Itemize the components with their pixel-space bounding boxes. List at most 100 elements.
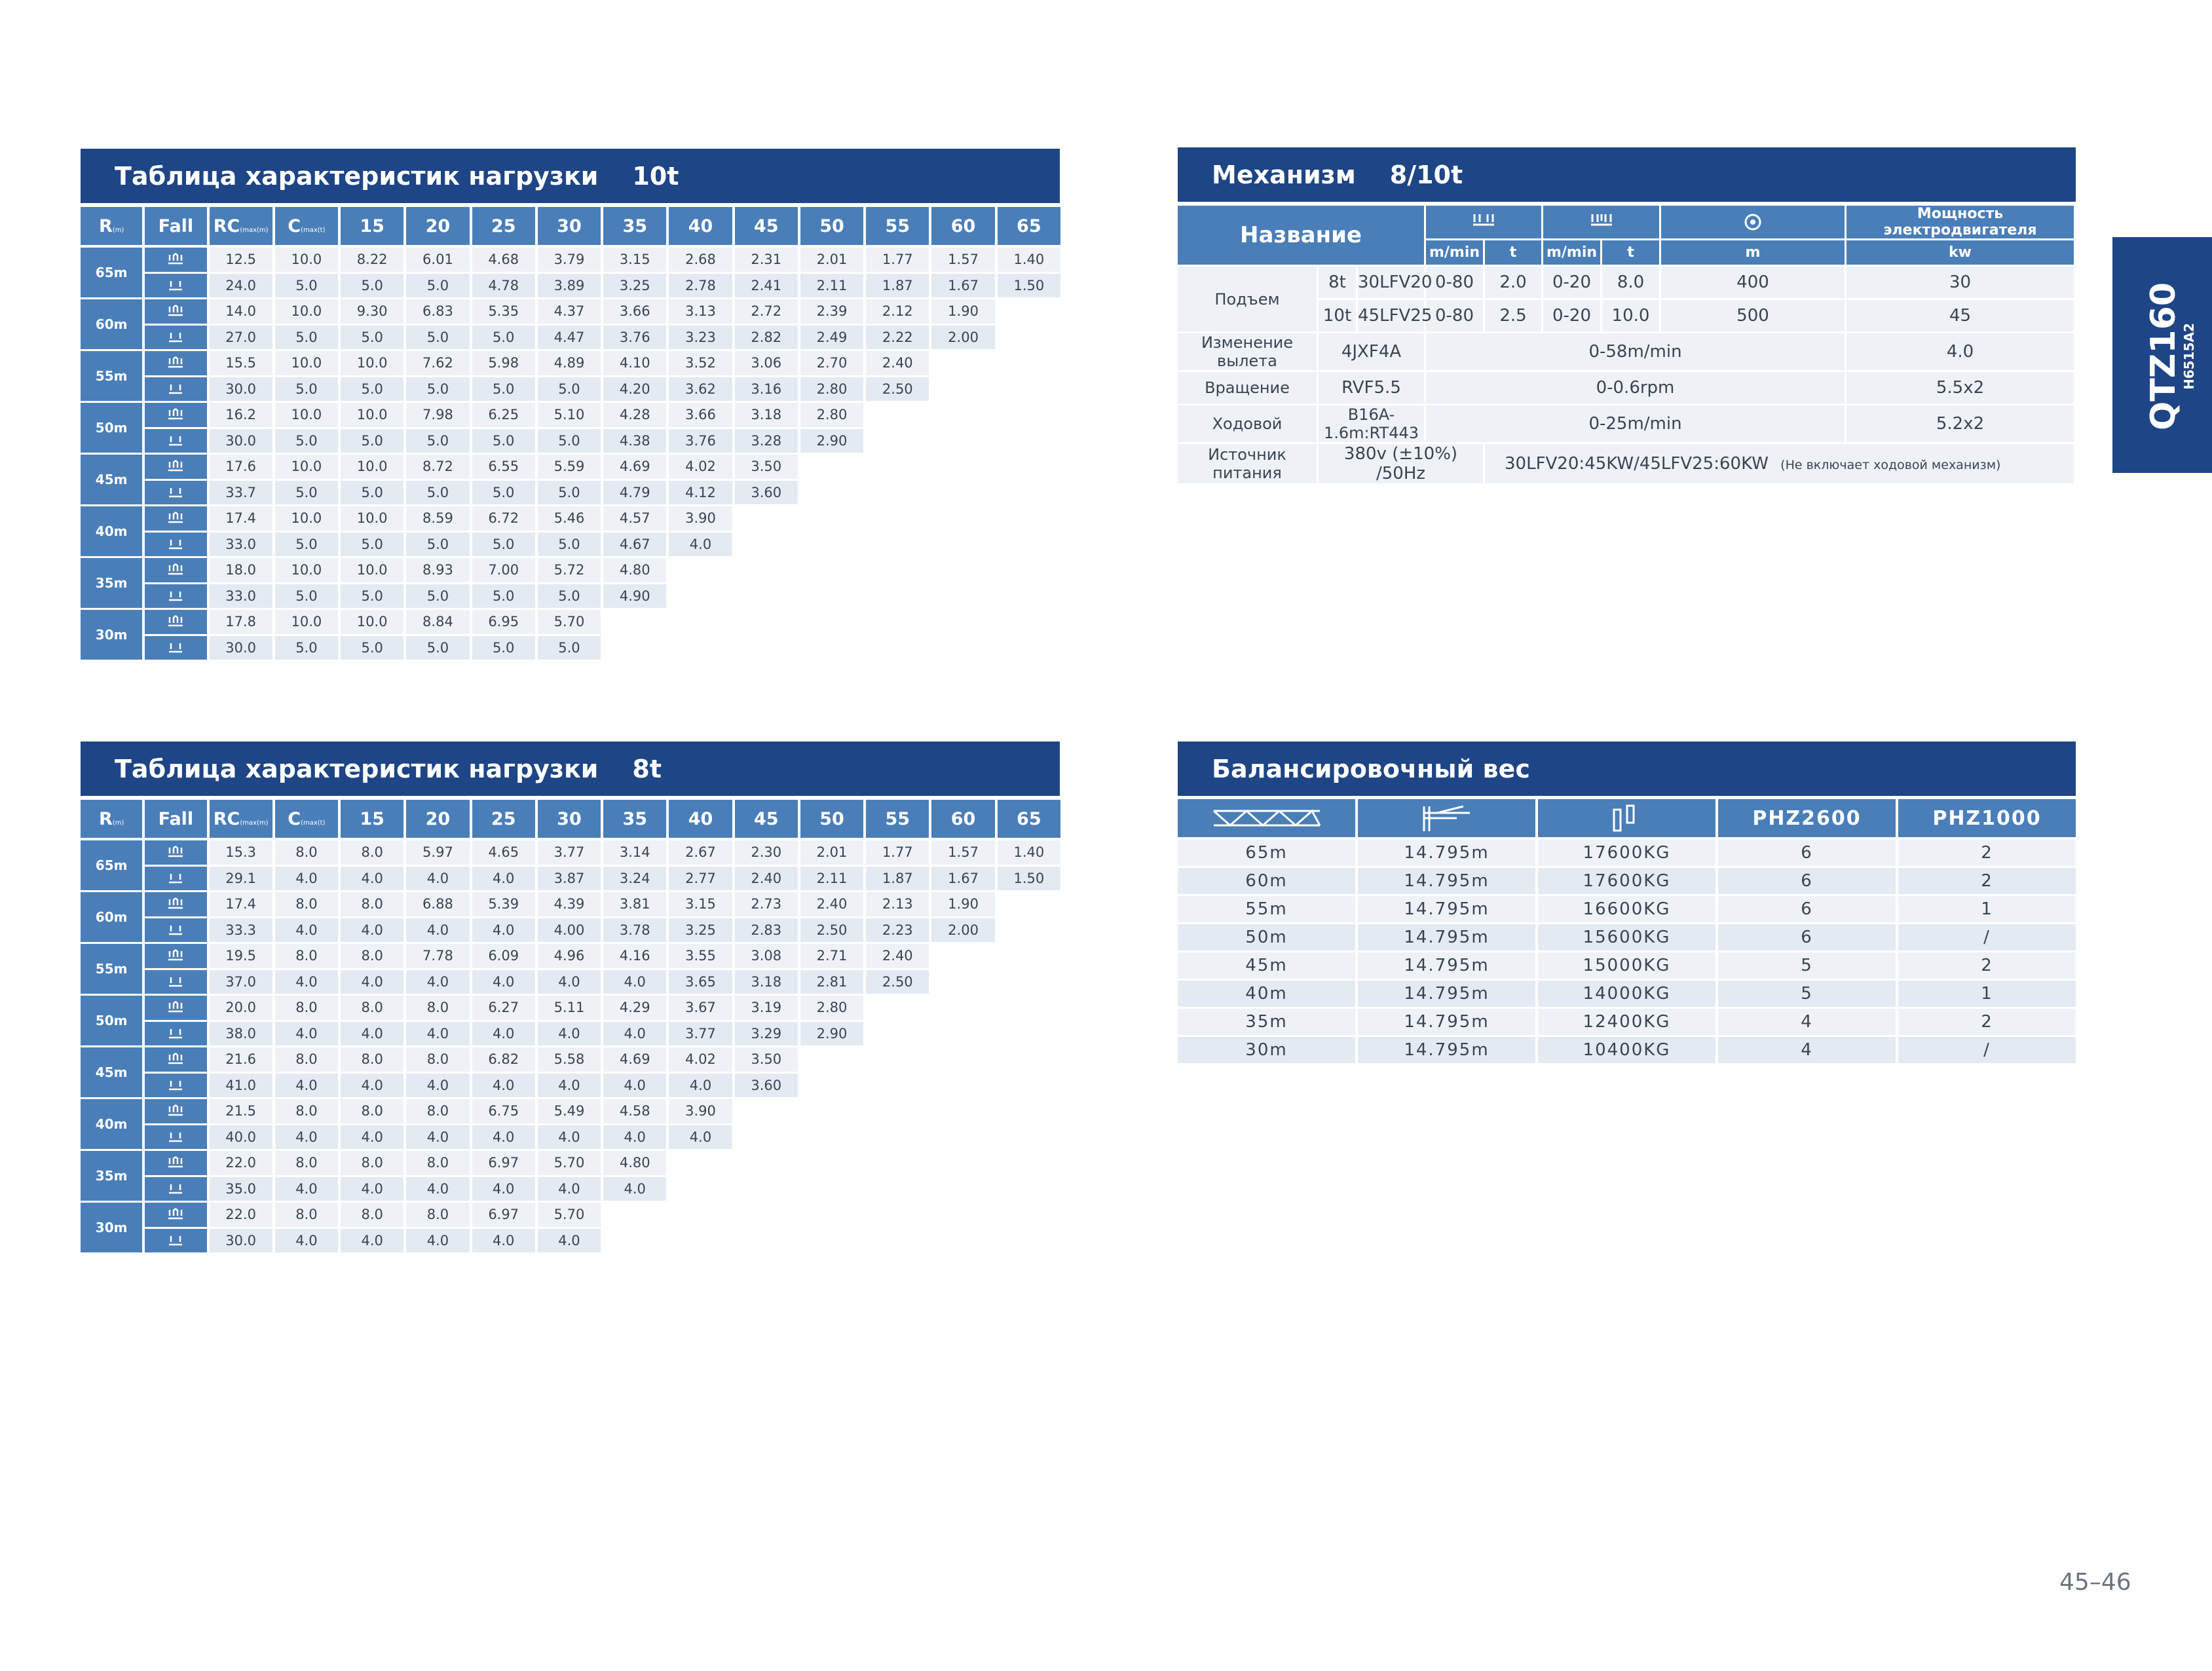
load-value-cell: 1.40 bbox=[997, 840, 1063, 867]
slewing-label: Вращение bbox=[1178, 372, 1319, 405]
unit-speed-a: m/min bbox=[1426, 240, 1485, 267]
lift-cap-8t: 8t bbox=[1319, 267, 1358, 300]
four-fall-hook-icon bbox=[168, 253, 183, 265]
load-value-cell: 3.90 bbox=[669, 1099, 735, 1125]
load-value-cell: 33.0 bbox=[209, 584, 275, 610]
two-fall-hook-icon bbox=[169, 643, 183, 652]
load-value-cell: 4.0 bbox=[603, 1176, 669, 1203]
load-value-cell: 10.0 bbox=[341, 506, 407, 533]
load-value-cell: 14.0 bbox=[209, 299, 275, 326]
col-rc-header-text: RC bbox=[213, 216, 240, 236]
travel-kw: 5.2x2 bbox=[1846, 405, 2076, 444]
load-value-cell: 4.96 bbox=[537, 944, 604, 970]
load-value-cell: 3.90 bbox=[669, 506, 735, 533]
empty-cell bbox=[931, 1021, 998, 1047]
balance-table: PHZ2600 PHZ1000 65m 14.795m 17600KG 6 2 60m 14… bbox=[1178, 799, 2078, 1065]
load-value-cell: 6.55 bbox=[472, 455, 538, 481]
empty-cell bbox=[734, 532, 800, 558]
load-value-cell: 4.0 bbox=[472, 918, 538, 944]
load-value-cell: 29.1 bbox=[209, 866, 275, 892]
load-value-cell: 4.0 bbox=[406, 1021, 472, 1047]
lift-t2-8t: 8.0 bbox=[1602, 267, 1661, 300]
empty-cell bbox=[997, 584, 1063, 610]
empty-cell bbox=[800, 1151, 867, 1177]
load-value-cell: 3.78 bbox=[603, 918, 669, 944]
load-value-cell: 2.81 bbox=[800, 969, 867, 996]
load-row: 35m 22.0 8.0 8.0 8.0 6.97 5.70 4.80 bbox=[81, 1151, 1063, 1203]
load-value-cell: 5.0 bbox=[341, 428, 407, 455]
fall-icon-cell bbox=[145, 866, 210, 892]
load-value-cell: 2.82 bbox=[734, 325, 800, 351]
load-value-cell: 7.62 bbox=[406, 351, 472, 377]
load-value-cell: 3.55 bbox=[669, 944, 735, 970]
four-fall-hook-icon bbox=[168, 512, 183, 523]
load-value-cell: 4.00 bbox=[537, 918, 604, 944]
empty-cell bbox=[866, 1176, 932, 1203]
four-fall-hook-icon bbox=[168, 1104, 183, 1116]
load-value-cell: 10.0 bbox=[274, 610, 341, 636]
load-value-cell: 8.0 bbox=[274, 1151, 341, 1177]
load-value-cell: 4.69 bbox=[603, 455, 669, 481]
load-value-cell: 4.0 bbox=[406, 1073, 472, 1099]
empty-cell bbox=[931, 1047, 998, 1074]
empty-cell bbox=[800, 1203, 867, 1229]
col-r-header-unit: (m) bbox=[112, 819, 124, 827]
four-fall-hook-icon bbox=[168, 1208, 183, 1220]
col-distance-header-text: 35 bbox=[622, 808, 648, 829]
load-value-cell: 4.79 bbox=[603, 480, 669, 506]
load-value-cell: 4.0 bbox=[537, 969, 604, 996]
load-row: 40.0 4.0 4.0 4.0 4.0 4.0 4.0 4.0 bbox=[81, 1125, 1063, 1151]
empty-cell bbox=[931, 377, 998, 403]
balance-cell: 1 bbox=[1898, 896, 2078, 924]
lift-speed1-10t: 0-80 bbox=[1426, 300, 1485, 333]
load-value-cell: 1.87 bbox=[866, 866, 932, 892]
load-value-cell: 30.0 bbox=[209, 377, 275, 403]
load-value-cell: 2.01 bbox=[800, 248, 867, 274]
load-value-cell: 5.0 bbox=[341, 584, 407, 610]
balance-cell: 14.795m bbox=[1358, 1037, 1538, 1065]
load-value-cell: 17.4 bbox=[209, 892, 275, 918]
load-value-cell: 4.89 bbox=[537, 351, 604, 377]
balance-cell: 6 bbox=[1718, 896, 1898, 924]
load-value-cell: 2.40 bbox=[866, 351, 932, 377]
fall-icon-cell bbox=[145, 840, 210, 867]
load-value-cell: 4.12 bbox=[669, 480, 735, 506]
load-value-cell: 3.66 bbox=[669, 403, 735, 429]
balance-cell: 6 bbox=[1718, 840, 1898, 868]
empty-cell bbox=[997, 377, 1063, 403]
load-value-cell: 3.16 bbox=[734, 377, 800, 403]
load-value-cell: 5.0 bbox=[406, 325, 472, 351]
col-distance-header-text: 60 bbox=[950, 216, 976, 236]
col-c-header-unit: (max(t) bbox=[301, 819, 326, 827]
load-row: 50m 16.2 10.0 10.0 7.98 6.25 5.10 4.28 3.66 3.18 2… bbox=[81, 403, 1063, 455]
empty-cell bbox=[800, 558, 867, 584]
load-value-cell: 17.6 bbox=[209, 455, 275, 481]
load-value-cell: 4.0 bbox=[341, 918, 407, 944]
fall-icon-cell bbox=[145, 428, 210, 455]
empty-cell bbox=[997, 610, 1063, 636]
empty-cell bbox=[669, 610, 735, 636]
load-value-cell: 5.0 bbox=[341, 532, 407, 558]
load-value-cell: 4.02 bbox=[669, 1047, 735, 1074]
load-value-cell: 2.83 bbox=[734, 918, 800, 944]
load-row: 37.0 4.0 4.0 4.0 4.0 4.0 4.0 3.65 3.18 2.81 2.50 bbox=[81, 969, 1063, 996]
load-value-cell: 4.0 bbox=[603, 1073, 669, 1099]
power-note-small: (Не включает ходовой механизм) bbox=[1780, 458, 2001, 472]
load-value-cell: 2.41 bbox=[734, 273, 800, 299]
load-value-cell: 2.40 bbox=[866, 944, 932, 970]
name-header: Название bbox=[1178, 206, 1426, 267]
empty-cell bbox=[800, 584, 867, 610]
load-row: 30.0 4.0 4.0 4.0 4.0 4.0 bbox=[81, 1228, 1063, 1254]
lifting-label: Подъем bbox=[1178, 267, 1319, 333]
mechanism-table: Название Мощность электродвигателя m/min… bbox=[1178, 206, 2076, 485]
load-row: 45m 21.6 8.0 8.0 8.0 6.82 5.58 4.69 4.02 3.50 bbox=[81, 1047, 1063, 1099]
load-row: 45m 17.6 10.0 10.0 8.72 6.55 5.59 4.69 4.02 3.50 bbox=[81, 455, 1063, 506]
load-value-cell: 5.0 bbox=[472, 480, 538, 506]
empty-cell bbox=[997, 455, 1063, 481]
empty-cell bbox=[734, 1176, 800, 1203]
col-distance-header-text: 15 bbox=[360, 808, 384, 829]
load-value-cell: 4.80 bbox=[603, 1151, 669, 1177]
load-value-cell: 10.0 bbox=[341, 403, 407, 429]
empty-cell bbox=[669, 635, 735, 662]
load-value-cell: 6.01 bbox=[406, 248, 472, 274]
